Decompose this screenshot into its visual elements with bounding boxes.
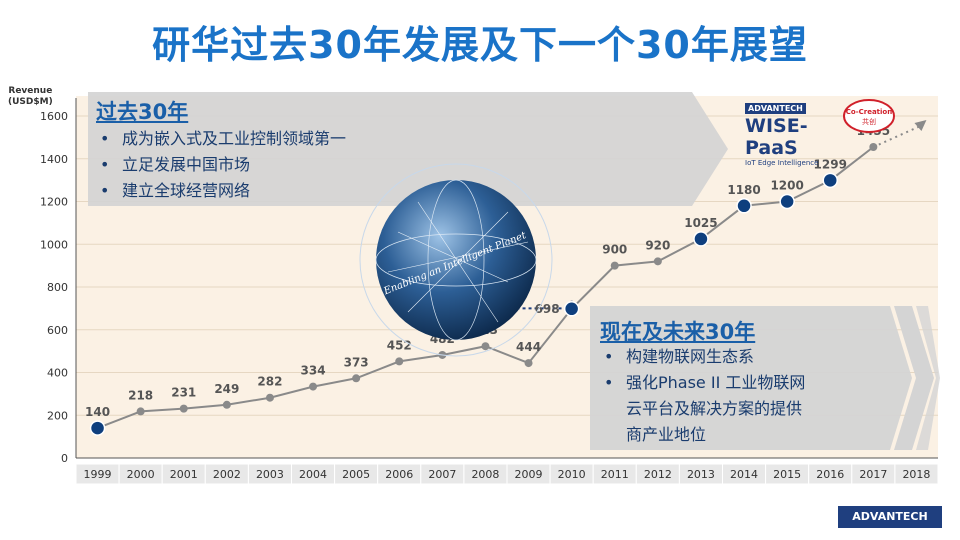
- past-30-years-panel: 过去30年 • 成为嵌入式及工业控制领域第一 • 立足发展中国市场 • 建立全球经营网…: [88, 92, 728, 206]
- y-tick-label: 1200: [40, 196, 68, 209]
- x-tick-label: 2002: [213, 468, 241, 481]
- x-tick-label: 2005: [342, 468, 370, 481]
- data-label: 140: [85, 405, 110, 419]
- wise-paas-name: WISE-PaaS: [745, 115, 808, 159]
- data-label: 218: [128, 388, 153, 402]
- data-point: [869, 142, 878, 151]
- future-bullet-continued: 云平台及解决方案的提供: [626, 399, 803, 418]
- co-creation-logo: Co-Creation 共创: [842, 98, 896, 134]
- data-point: [481, 342, 490, 351]
- x-tick-label: 2018: [902, 468, 930, 481]
- future-bullet-continued: 商产业地位: [626, 425, 707, 444]
- data-point-highlight: [693, 231, 709, 247]
- data-point-highlight: [89, 420, 106, 436]
- data-label: 1200: [770, 179, 803, 193]
- future-30-years-panel: 现在及未来30年 • 构建物联网生态系 • 强化Phase II 工业物联网 云平台…: [590, 306, 940, 450]
- data-point: [309, 382, 318, 391]
- past-panel-arrow: [88, 92, 728, 206]
- footer-advantech-logo: ADVANTECH: [838, 506, 942, 528]
- y-tick-label: 1400: [40, 153, 68, 166]
- data-label: 444: [516, 340, 541, 354]
- x-tick-label: 2008: [471, 468, 499, 481]
- globe-image: Enabling an Intelligent Planet: [359, 163, 553, 357]
- future-heading: 现在及未来30年: [600, 320, 756, 344]
- data-label: 373: [344, 355, 369, 369]
- data-label: 1299: [814, 157, 847, 171]
- data-point: [610, 261, 619, 270]
- data-point: [179, 404, 188, 413]
- x-tick-label: 2003: [256, 468, 284, 481]
- x-tick-label: 2007: [428, 468, 456, 481]
- past-heading: 过去30年: [96, 100, 189, 124]
- y-tick-label: 400: [47, 367, 68, 380]
- x-tick-label: 2013: [687, 468, 715, 481]
- data-label: 900: [602, 243, 627, 257]
- y-axis-title-line2: (USD$M): [8, 97, 53, 107]
- data-label: 282: [257, 375, 282, 389]
- x-tick-label: 2011: [601, 468, 629, 481]
- data-label: 231: [171, 386, 196, 400]
- x-tick-label: 2010: [558, 468, 586, 481]
- data-point-highlight: [736, 198, 752, 214]
- x-tick-label: 2012: [644, 468, 672, 481]
- data-label: 1180: [727, 183, 760, 197]
- wise-paas-tagline: IoT Edge Intelligence: [745, 159, 819, 167]
- x-tick-label: 2000: [127, 468, 155, 481]
- data-point-highlight: [563, 301, 580, 317]
- x-tick-label: 2015: [773, 468, 801, 481]
- data-point: [265, 393, 274, 402]
- past-bullet-list: • 成为嵌入式及工业控制领域第一 • 立足发展中国市场 • 建立全球经营网络: [94, 126, 346, 204]
- page-title: 研华过去30年发展及下一个30年展望: [152, 23, 808, 67]
- x-tick-label: 2014: [730, 468, 758, 481]
- data-point: [395, 357, 404, 366]
- y-tick-label: 1000: [40, 238, 68, 251]
- y-tick-label: 0: [61, 452, 68, 465]
- future-panel-arrows: [590, 306, 940, 450]
- x-tick-box: [894, 463, 939, 485]
- data-label: 1025: [684, 216, 717, 230]
- x-tick-label: 2017: [859, 468, 887, 481]
- future-bullet: • 构建物联网生态系: [604, 347, 755, 366]
- y-tick-label: 1600: [40, 110, 68, 123]
- data-label: 334: [301, 364, 326, 378]
- co-creation-line2: 共创: [862, 117, 876, 126]
- data-point: [653, 257, 662, 266]
- y-tick-label: 600: [47, 324, 68, 337]
- x-tick-label: 1999: [84, 468, 112, 481]
- data-point-highlight: [779, 193, 795, 210]
- data-label: 249: [214, 382, 239, 396]
- x-tick-label: 2004: [299, 468, 327, 481]
- y-tick-label: 200: [47, 409, 68, 422]
- past-bullet: • 建立全球经营网络: [100, 181, 251, 200]
- data-point: [136, 407, 145, 416]
- data-point: [222, 400, 231, 409]
- data-point-highlight: [822, 172, 838, 189]
- wise-paas-brand: ADVANTECH: [745, 103, 806, 114]
- co-creation-line1: Co-Creation: [846, 108, 892, 116]
- past-bullet: • 成为嵌入式及工业控制领域第一: [100, 129, 347, 148]
- projection-dotted-line: [872, 125, 921, 148]
- future-bullet: • 强化Phase II 工业物联网: [604, 373, 806, 392]
- x-tick-label: 2016: [816, 468, 844, 481]
- data-point: [524, 359, 533, 368]
- wise-paas-logo: ADVANTECH WISE-PaaS IoT Edge Intelligenc…: [745, 96, 833, 167]
- y-tick-label: 800: [47, 281, 68, 294]
- data-point: [352, 374, 361, 383]
- data-label: 920: [645, 238, 670, 252]
- x-tick-label: 2006: [385, 468, 413, 481]
- y-axis-title: Revenue (USD$M): [8, 86, 53, 108]
- x-tick-label: 2001: [170, 468, 198, 481]
- projection-arrowhead: [914, 120, 927, 131]
- x-tick-label: 2009: [515, 468, 543, 481]
- past-bullet: • 立足发展中国市场: [100, 155, 251, 174]
- future-bullet-list: • 构建物联网生态系 • 强化Phase II 工业物联网 云平台及解决方案的提供 …: [598, 344, 805, 448]
- y-axis-title-line1: Revenue: [8, 86, 53, 96]
